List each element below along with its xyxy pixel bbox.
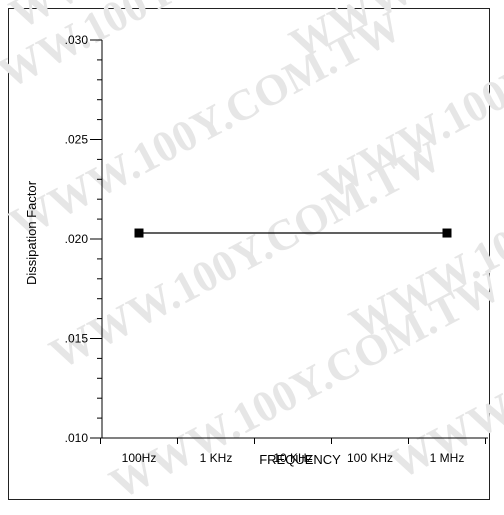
x-tick-label: 1 MHz	[430, 451, 465, 465]
y-tick-label: .010	[65, 431, 89, 445]
y-axis-title: Dissipation Factor	[24, 180, 39, 285]
y-tick-label: .015	[65, 332, 89, 346]
chart-frame	[8, 8, 490, 500]
x-tick-label: 100 KHz	[347, 451, 393, 465]
y-tick-label: .025	[65, 133, 89, 147]
y-tick-label: .030	[65, 33, 89, 47]
data-point-marker	[134, 228, 144, 238]
x-tick-label: 1 KHz	[200, 451, 233, 465]
y-tick-label: .020	[65, 232, 89, 246]
data-point-marker	[442, 228, 452, 238]
y-axis-ticks: .010 .015 .020 .025 .030	[65, 33, 102, 445]
x-axis-title: FREQUENCY	[259, 452, 341, 467]
x-tick-label: 100Hz	[122, 451, 157, 465]
x-tick-label: 10 KHz	[273, 451, 312, 465]
chart-series	[134, 228, 452, 238]
x-axis-ticks: 100Hz 1 KHz 10 KHz 100 KHz 1 MHz	[100, 438, 486, 465]
